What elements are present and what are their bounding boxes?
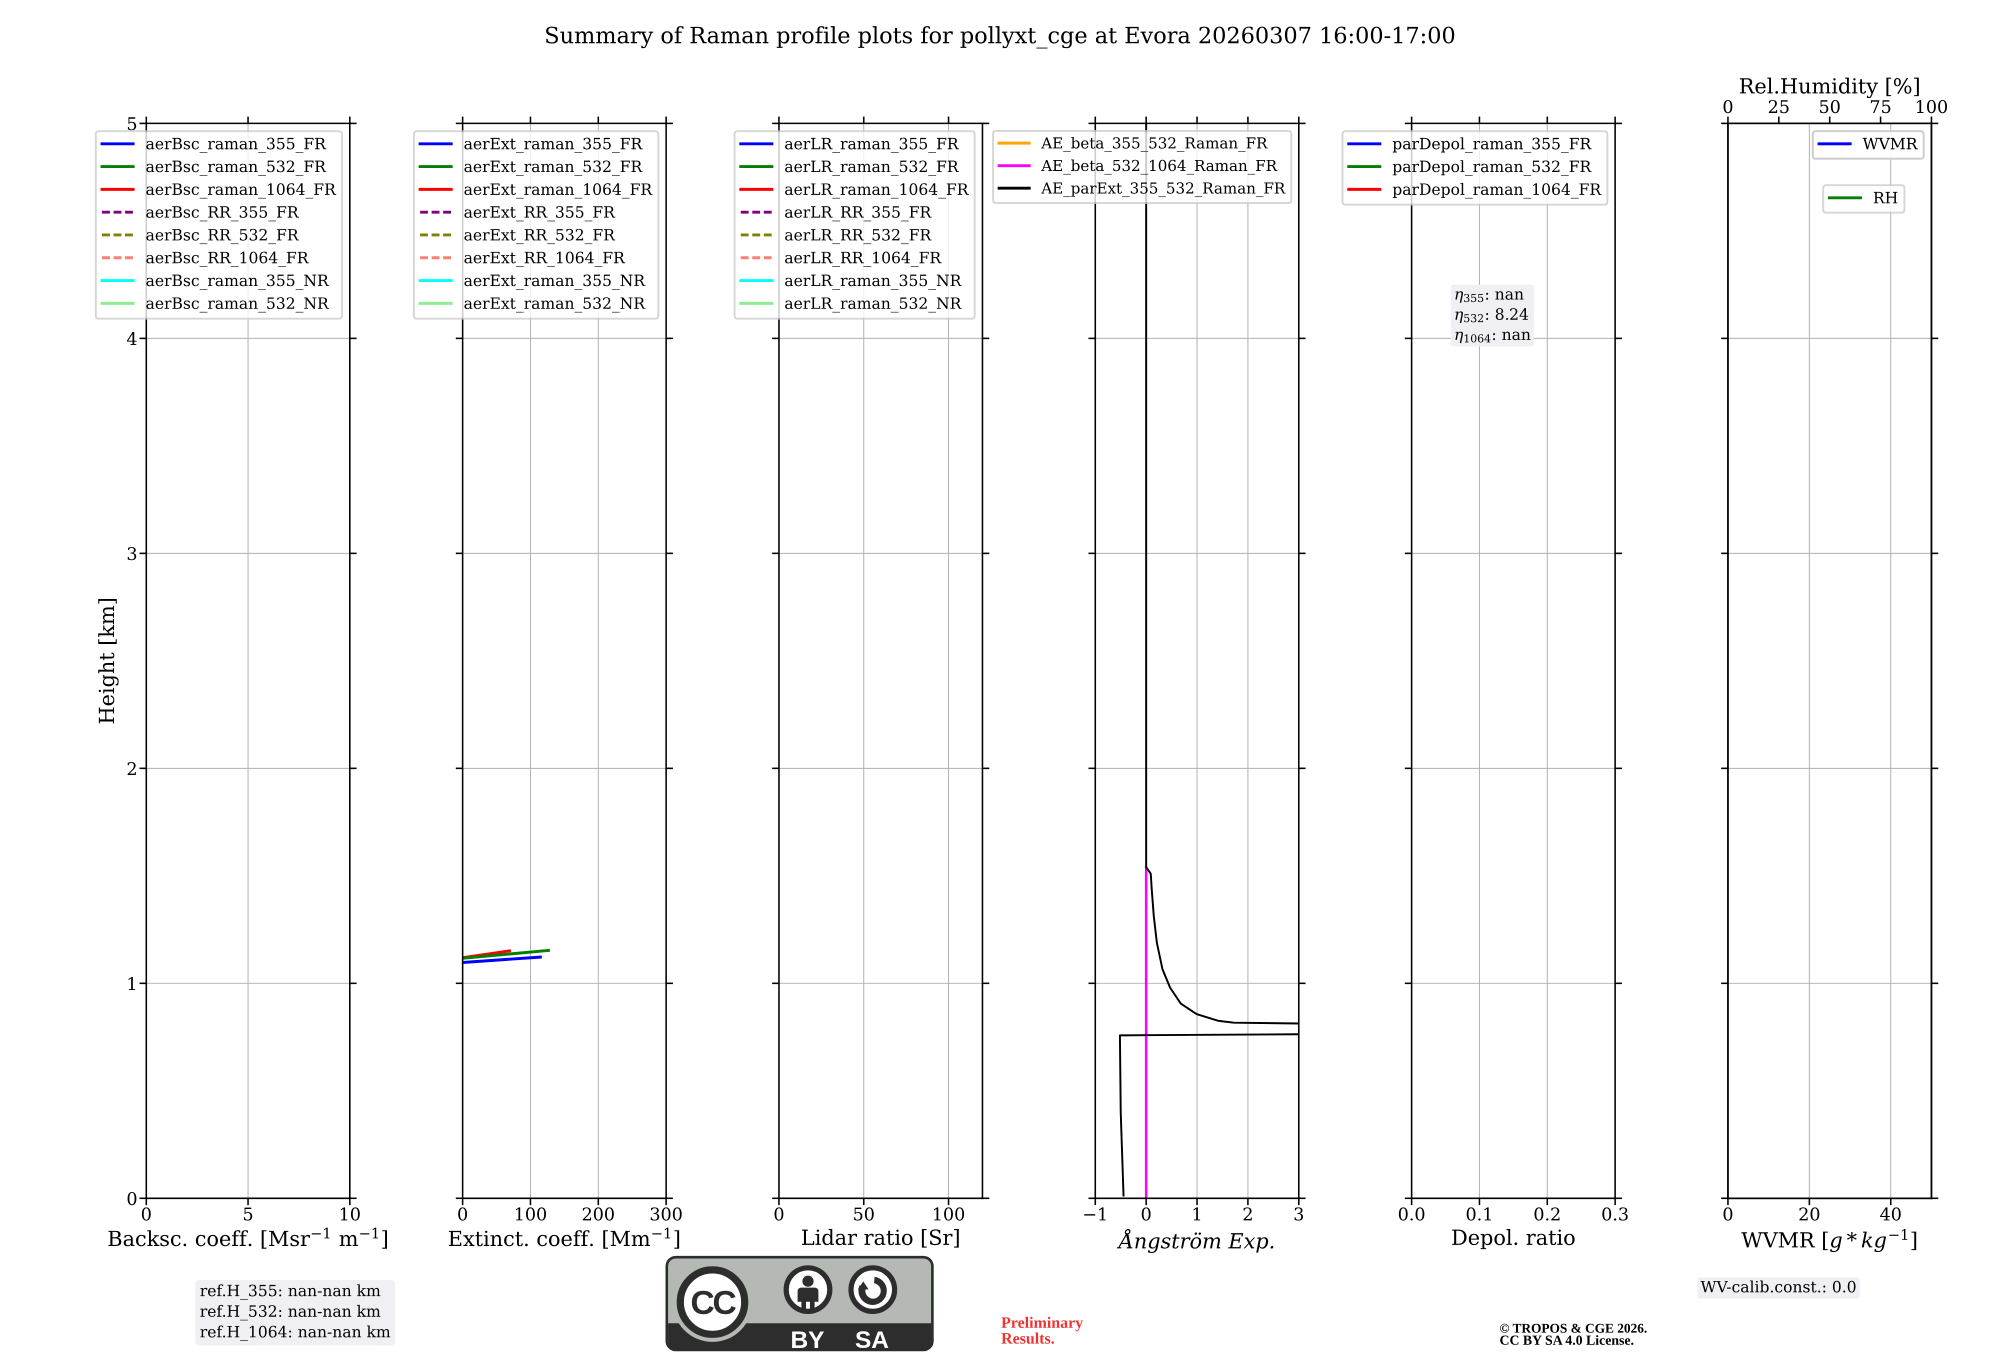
svg-text:SA: SA [855,1327,889,1353]
svg-text:BY: BY [790,1327,824,1353]
svg-text:CC: CC [691,1285,737,1322]
